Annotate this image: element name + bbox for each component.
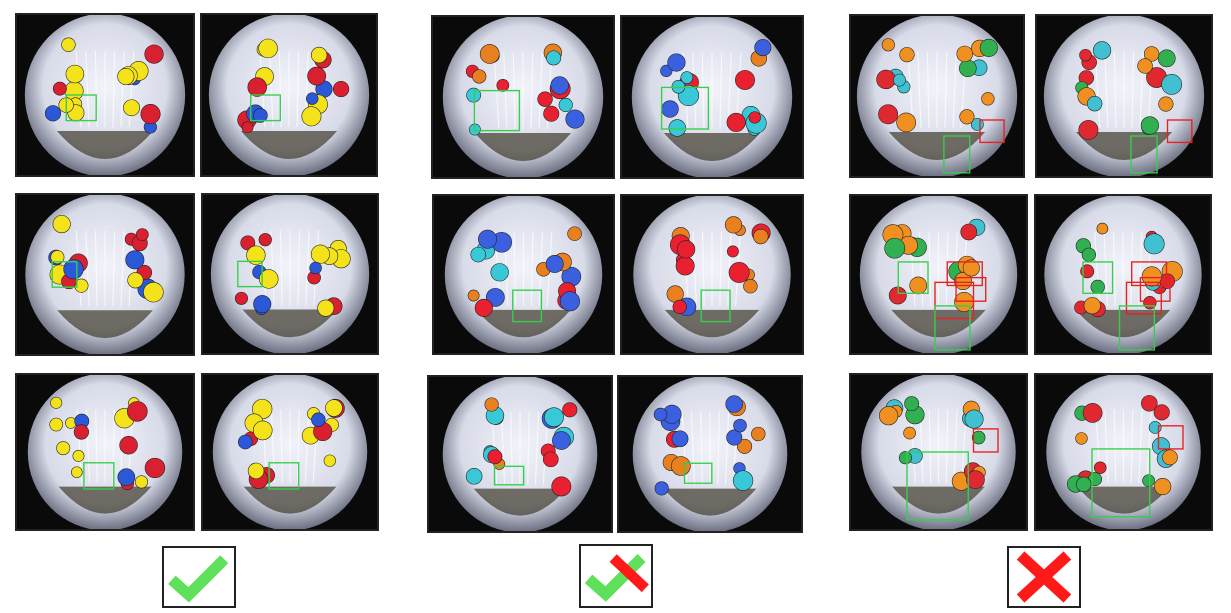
correct-detection-box [683,462,713,484]
correct-detection-box [512,289,543,323]
fridge-image-col2-row3-right [617,375,803,533]
fridge-image-col1-row2-right [201,193,379,355]
check-with-cross-icon [579,544,653,608]
fridge-image-col3-row2-right [1034,194,1212,355]
correct-detection-box [268,462,300,490]
fridge-scene [442,377,598,531]
wrong-detection-box [972,428,999,453]
red-cross-icon [1007,546,1081,608]
correct-detection-box [473,89,521,132]
correct-detection-box [897,261,929,295]
correct-detection-box [237,260,263,288]
correct-detection-box [1130,135,1158,174]
fridge-image-col1-row3-right [201,373,379,531]
fridge-scene [1044,196,1202,353]
wrong-detection-box [1131,261,1168,287]
fridge-scene [27,375,183,529]
correct-detection-box [493,465,525,486]
fridge-image-col1-row3-left [15,373,195,531]
wrong-detection-box [955,276,987,302]
fridge-scene [861,375,1016,529]
fridge-image-col1-row1-right [200,13,378,177]
wrong-detection-box [979,119,1005,144]
fridge-image-col3-row1-left [849,14,1025,178]
fridge-image-col2-row1-right [620,15,804,179]
fridge-scene [208,15,370,175]
fridge-image-col1-row2-left [15,193,195,356]
correct-detection-box [1082,261,1114,295]
wrong-detection-box [1166,119,1193,144]
correct-detection-box [934,305,971,351]
correct-detection-box [1118,305,1156,351]
fridge-image-col1-row1-left [15,13,195,177]
fridge-scene [24,15,186,175]
correct-detection-box [700,289,731,323]
correct-detection-box [943,135,971,174]
fridge-scene [856,16,1018,176]
correct-detection-box [1091,448,1151,518]
fridge-scene [444,196,603,353]
correct-detection-box [250,94,281,122]
wrong-detection-box [934,281,975,320]
fridge-image-col3-row1-right [1035,14,1213,178]
correct-detection-box [660,86,710,130]
fridge-image-col2-row2-left [432,194,615,355]
fridge-scene [632,377,788,531]
wrong-detection-box [946,261,983,287]
fridge-image-col3-row3-left [849,373,1028,531]
fridge-scene [442,17,604,177]
correct-detection-box [65,94,97,122]
fridge-image-col3-row2-left [849,194,1028,355]
green-check-icon [162,546,236,608]
wrong-detection-box [1125,281,1162,315]
fridge-image-col3-row3-right [1034,373,1213,531]
fridge-image-col2-row1-left [431,15,615,179]
fridge-scene [210,195,370,353]
wrong-detection-box [1157,425,1184,450]
fridge-scene [212,375,368,529]
wrong-detection-box [1139,276,1171,302]
fridge-image-col2-row2-right [620,194,804,355]
fridge-scene [1043,16,1205,176]
fridge-image-col2-row3-left [427,375,613,533]
correct-detection-box [83,462,115,490]
fridge-scene [633,196,791,353]
correct-detection-box [906,451,969,521]
fridge-scene [859,196,1018,353]
fridge-scene [631,17,793,177]
fridge-scene [25,195,185,354]
fridge-scene [1046,375,1201,529]
correct-detection-box [51,261,78,288]
